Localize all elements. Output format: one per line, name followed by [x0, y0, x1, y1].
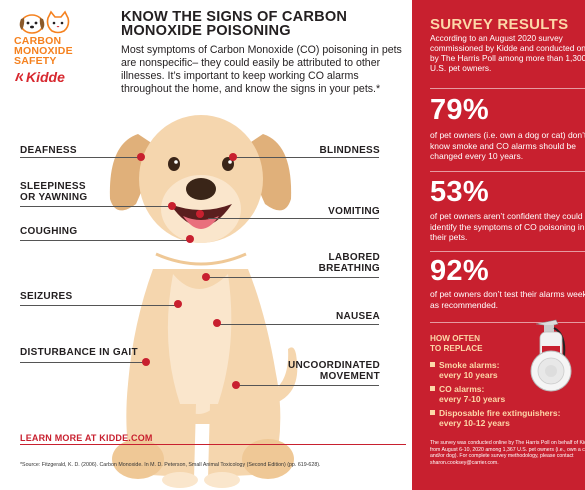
symptom-deafness: DEAFNESS [20, 145, 77, 156]
deafness-dot [137, 153, 145, 161]
survey-title: SURVEY RESULTS [430, 16, 569, 33]
stat-divider-3 [430, 251, 585, 252]
symptom-vomiting: VOMITING [328, 206, 380, 217]
kidde-logo: Kidde [14, 69, 94, 85]
replace-period: every 7-10 years [439, 394, 506, 404]
seizures-dot [174, 300, 182, 308]
symptom-coughing: COUGHING [20, 226, 78, 237]
logo-line-1: CARBON [14, 35, 62, 47]
learn-more-link[interactable]: LEARN MORE AT KIDDE.COM [20, 433, 153, 443]
how-often-line-2: TO REPLACE [430, 344, 483, 353]
replace-period: every 10 years [439, 370, 498, 380]
bullet-square-icon [430, 386, 435, 391]
nausea-line [219, 324, 379, 325]
survey-intro: According to an August 2020 survey commi… [430, 33, 585, 73]
symptom-seizures: SEIZURES [20, 291, 73, 302]
intro-text: Most symptoms of Carbon Monoxide (CO) po… [121, 44, 402, 95]
source-citation: *Source: Fitzgerald, K. D. (2006). Carbo… [20, 462, 321, 468]
page-title: KNOW THE SIGNS OF CARBON MONOXIDE POISON… [121, 9, 348, 39]
dog-illustration [109, 115, 298, 488]
symptom-gait: DISTURBANCE IN GAIT [20, 347, 138, 358]
replace-period: every 10-12 years [439, 418, 510, 428]
logo-line-3: SAFETY [14, 55, 57, 67]
symptom-yawning: OR YAWNING [20, 192, 88, 203]
movement-dot [232, 381, 240, 389]
stat-53-text: of pet owners aren’t confident they coul… [430, 211, 585, 242]
symptom-labored: LABORED [328, 252, 380, 263]
co-alarm-icon [530, 350, 572, 392]
replace-item: Smoke alarms: [439, 360, 500, 370]
replace-fire-extinguishers: Disposable fire extinguishers: every 10-… [430, 408, 560, 428]
symptom-breathing: BREATHING [318, 263, 380, 274]
symptom-sleepiness: SLEEPINESS [20, 181, 86, 192]
breathing-dot [202, 273, 210, 281]
seizures-line [20, 305, 178, 306]
bullet-square-icon [430, 410, 435, 415]
breathing-line [206, 277, 379, 278]
vomiting-dot [196, 210, 204, 218]
replace-smoke-alarms: Smoke alarms: every 10 years [430, 360, 499, 380]
how-often-line-1: HOW OFTEN [430, 334, 481, 343]
gait-dot [142, 358, 150, 366]
bullet-square-icon [430, 362, 435, 367]
deafness-line [20, 157, 142, 158]
symptom-movement: MOVEMENT [319, 371, 380, 382]
replace-co-alarms: CO alarms: every 7-10 years [430, 384, 505, 404]
co-safety-logo: CARBON MONOXIDE SAFETY Kidde [14, 10, 94, 85]
survey-results-panel: SURVEY RESULTS According to an August 20… [412, 0, 585, 490]
stat-92-value: 92% [430, 255, 489, 287]
movement-line [236, 385, 379, 386]
logo-line-2: MONOXIDE [14, 45, 73, 57]
symptom-blindness: BLINDNESS [319, 145, 380, 156]
vomiting-line [208, 218, 379, 219]
stat-divider-4 [430, 322, 585, 323]
blindness-dot [229, 153, 237, 161]
logo-wordmark: CARBON MONOXIDE SAFETY [14, 35, 94, 67]
coughing-line [20, 240, 190, 241]
stat-92-text: of pet owners don’t test their alarms we… [430, 289, 585, 310]
nausea-dot [213, 319, 221, 327]
replace-item: CO alarms: [439, 384, 485, 394]
stat-divider-1 [430, 88, 585, 89]
stat-53-value: 53% [430, 176, 489, 208]
infographic-left-panel: CARBON MONOXIDE SAFETY Kidde KNOW THE SI… [14, 9, 406, 488]
sleepiness-dot [168, 202, 176, 210]
stat-divider-2 [430, 171, 585, 172]
stat-79-text: of pet owners (i.e. own a dog or cat) do… [430, 130, 585, 161]
symptom-nausea: NAUSEA [335, 311, 380, 322]
dog-and-cat-icon [19, 10, 70, 34]
learn-more-divider [20, 444, 406, 445]
blindness-line [234, 157, 379, 158]
kidde-wordmark: Kidde [26, 69, 65, 85]
how-often-heading: HOW OFTEN TO REPLACE [430, 334, 483, 354]
coughing-dot [186, 235, 194, 243]
symptom-uncoordinated: UNCOORDINATED [287, 360, 380, 371]
kidde-mark-icon [15, 73, 23, 81]
gait-line [20, 362, 146, 363]
stat-79-value: 79% [430, 94, 489, 126]
sleepiness-line [20, 206, 172, 207]
replace-item: Disposable fire extinguishers: [439, 408, 561, 418]
survey-footnote: The survey was conducted online by The H… [430, 440, 585, 466]
